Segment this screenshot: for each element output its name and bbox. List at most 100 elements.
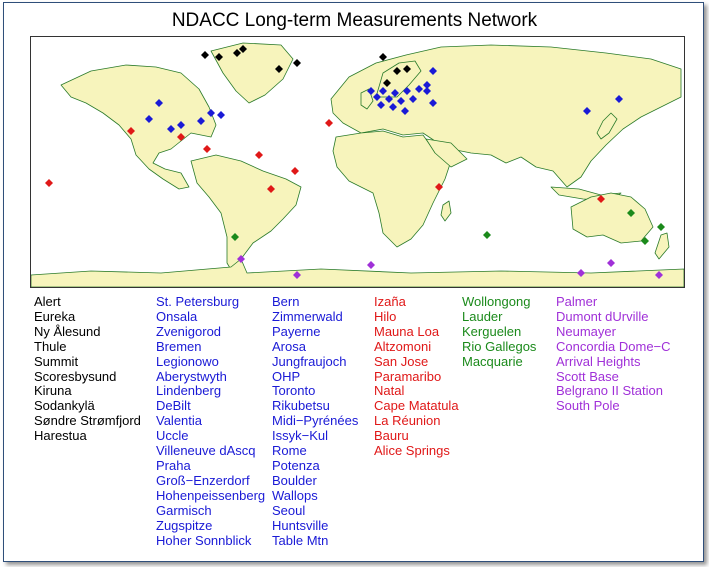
africa-landmass bbox=[332, 130, 452, 248]
station-marker bbox=[389, 103, 397, 111]
australia-landmass bbox=[570, 192, 654, 244]
station-marker bbox=[293, 271, 301, 279]
station-label: Praha bbox=[156, 457, 191, 473]
station-markers bbox=[45, 45, 665, 279]
station-label: Bauru bbox=[374, 428, 409, 444]
world-map bbox=[30, 36, 685, 288]
station-label: Altzomoni bbox=[374, 338, 432, 354]
station-marker bbox=[291, 167, 299, 175]
station-label: Zugspitze bbox=[156, 517, 213, 533]
station-marker bbox=[45, 179, 53, 187]
station-marker bbox=[397, 97, 405, 105]
station-marker bbox=[177, 121, 185, 129]
station-label: Arrival Heights bbox=[556, 353, 641, 369]
station-label: Rio Gallegos bbox=[462, 338, 537, 354]
station-label: Midi−Pyrénées bbox=[272, 413, 359, 429]
station-marker bbox=[391, 89, 399, 97]
station-marker bbox=[393, 67, 401, 75]
station-label: Kiruna bbox=[34, 383, 72, 399]
station-label: Issyk−Kul bbox=[272, 428, 328, 444]
station-label: Wallops bbox=[272, 487, 318, 503]
station-marker bbox=[423, 81, 431, 89]
station-label: Payerne bbox=[272, 323, 321, 339]
station-label: Potenza bbox=[272, 457, 320, 473]
station-label: Jungfraujoch bbox=[272, 353, 347, 369]
south-america-landmass bbox=[190, 154, 302, 274]
station-label: Boulder bbox=[272, 472, 317, 488]
japan-landmass bbox=[596, 112, 618, 140]
map-title: NDACC Long-term Measurements Network bbox=[171, 10, 538, 31]
eurasia-landmass bbox=[330, 44, 682, 188]
station-marker bbox=[267, 185, 275, 193]
station-label: Cape Matatula bbox=[374, 398, 459, 414]
station-marker bbox=[367, 261, 375, 269]
station-label: Aberystwyth bbox=[156, 368, 227, 384]
north-america-landmass bbox=[60, 64, 217, 190]
madagascar-landmass bbox=[440, 200, 452, 222]
station-marker bbox=[385, 95, 393, 103]
station-label: Ny Ålesund bbox=[34, 323, 101, 339]
station-marker bbox=[657, 223, 665, 231]
station-marker bbox=[615, 95, 623, 103]
station-label: Natal bbox=[374, 383, 405, 399]
station-label: Valentia bbox=[156, 413, 203, 429]
station-marker bbox=[435, 183, 443, 191]
antarctica-landmass bbox=[31, 258, 684, 287]
station-marker bbox=[483, 231, 491, 239]
station-marker bbox=[201, 51, 209, 59]
station-marker bbox=[607, 259, 615, 267]
station-marker bbox=[577, 269, 585, 277]
station-label: Lauder bbox=[462, 308, 503, 324]
station-label: Garmisch bbox=[156, 502, 212, 518]
station-label: Belgrano II Station bbox=[556, 383, 663, 399]
legend-column-purple: Palmer Dumont dUrville Neumayer Concordi… bbox=[556, 294, 671, 414]
station-label: Mauna Loa bbox=[374, 323, 440, 339]
station-marker bbox=[373, 93, 381, 101]
station-marker bbox=[177, 133, 185, 141]
station-label: Kerguelen bbox=[462, 323, 522, 339]
station-marker bbox=[423, 87, 431, 95]
station-marker bbox=[217, 111, 225, 119]
legend-column-blue-2: Bern Zimmerwald Payerne Arosa Jungfraujo… bbox=[272, 294, 359, 548]
station-label: La Réunion bbox=[374, 413, 441, 429]
station-label: Dumont dUrville bbox=[556, 308, 649, 324]
station-label: Rome bbox=[272, 443, 307, 459]
station-label: Wollongong bbox=[462, 294, 531, 309]
station-marker bbox=[429, 67, 437, 75]
arabia-landmass bbox=[425, 138, 468, 168]
station-label: Hoher Sonnblick bbox=[156, 532, 252, 548]
station-label: Sodankylä bbox=[34, 398, 95, 414]
station-marker bbox=[155, 99, 163, 107]
station-label: Seoul bbox=[272, 502, 306, 518]
station-label: Groß−Enzerdorf bbox=[156, 472, 250, 488]
station-label: Scoresbysund bbox=[34, 368, 117, 384]
station-marker bbox=[415, 85, 423, 93]
station-label: Villeneuve dAscq bbox=[156, 443, 256, 459]
station-label: Huntsville bbox=[272, 517, 329, 533]
station-marker bbox=[293, 59, 301, 67]
station-label: Rikubetsu bbox=[272, 398, 330, 414]
station-marker bbox=[239, 45, 247, 53]
station-marker bbox=[409, 95, 417, 103]
station-label: Lindenberg bbox=[156, 383, 222, 399]
station-label: Arosa bbox=[272, 338, 306, 354]
station-label: Alert bbox=[34, 294, 61, 309]
station-label: Alice Springs bbox=[374, 443, 450, 459]
station-marker bbox=[403, 87, 411, 95]
station-label: St. Petersburg bbox=[156, 294, 240, 309]
station-marker bbox=[655, 271, 663, 279]
station-label: South Pole bbox=[556, 398, 620, 414]
station-marker bbox=[383, 79, 391, 87]
station-marker bbox=[379, 87, 387, 95]
station-marker bbox=[127, 127, 135, 135]
station-marker bbox=[597, 195, 605, 203]
land-masses bbox=[31, 42, 684, 287]
station-marker bbox=[367, 87, 375, 95]
station-label: Macquarie bbox=[462, 353, 523, 369]
station-label: Uccle bbox=[156, 428, 189, 444]
station-label: Legionowo bbox=[156, 353, 219, 369]
legend-column-red: Izaña Hilo Mauna Loa Altzomoni San Jose … bbox=[374, 294, 459, 459]
station-label: Onsala bbox=[156, 308, 198, 324]
station-label: Concordia Dome−C bbox=[556, 338, 671, 354]
station-label: Toronto bbox=[272, 383, 316, 399]
